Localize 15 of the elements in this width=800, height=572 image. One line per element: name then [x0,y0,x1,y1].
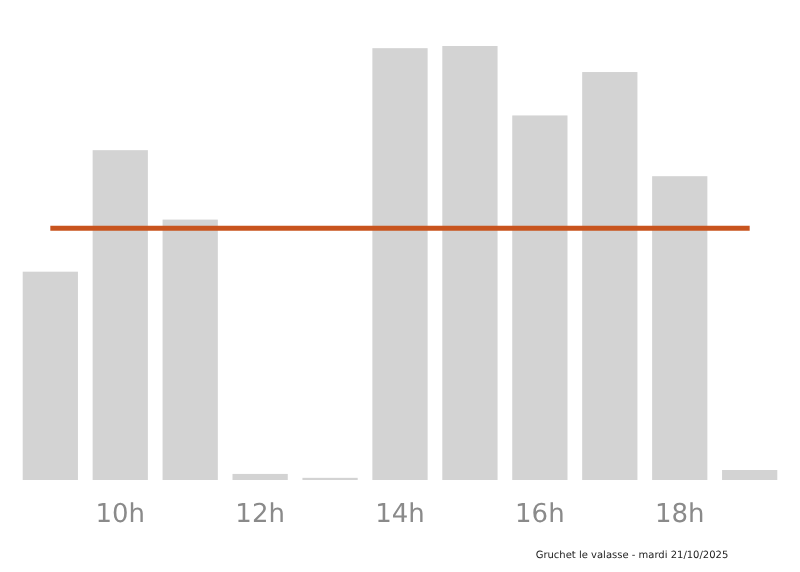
x-tick-label: 18h [654,500,705,530]
bar [652,176,708,480]
bar [22,271,78,480]
bar [162,219,218,480]
bar [582,72,638,480]
x-tick-label: 16h [515,500,565,530]
bar [232,473,288,480]
x-tick-label: 10h [95,500,146,530]
bar [512,115,568,480]
bar [442,46,498,480]
bar [92,150,148,480]
x-tick-label: 14h [375,500,425,530]
bar [372,48,428,480]
bar [722,470,778,480]
x-tick-label: 12h [235,500,285,530]
